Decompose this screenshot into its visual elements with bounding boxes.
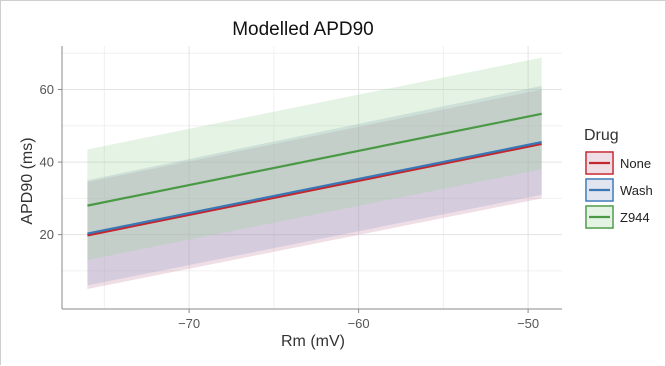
legend: Drug None Wash Z944 bbox=[584, 127, 653, 229]
y-tick-label: 40 bbox=[40, 155, 54, 170]
series-line-wash bbox=[87, 141, 542, 235]
x-axis-title: Rm (mV) bbox=[281, 333, 345, 350]
series-lines bbox=[87, 112, 542, 237]
legend-item-wash: Wash bbox=[585, 178, 653, 202]
series-line-z944 bbox=[87, 112, 542, 207]
legend-label: None bbox=[620, 156, 651, 171]
grid-major bbox=[62, 46, 562, 309]
chart-title: Modelled APD90 bbox=[232, 19, 374, 40]
confidence-ribbons bbox=[87, 57, 542, 290]
legend-item-none: None bbox=[585, 151, 651, 175]
x-tick-label: −70 bbox=[178, 316, 200, 331]
legend-label: Wash bbox=[620, 183, 653, 198]
series-line-none bbox=[87, 142, 542, 237]
x-tick-label: −50 bbox=[517, 316, 539, 331]
x-tick-label: −60 bbox=[348, 316, 370, 331]
y-axis-ticks: 20 40 60 bbox=[40, 82, 62, 242]
legend-item-z944: Z944 bbox=[585, 205, 650, 229]
legend-title: Drug bbox=[584, 127, 619, 144]
y-tick-label: 60 bbox=[40, 82, 54, 97]
y-tick-label: 20 bbox=[40, 227, 54, 242]
legend-items: None Wash Z944 bbox=[585, 151, 653, 229]
y-axis-title: APD90 (ms) bbox=[19, 137, 36, 224]
legend-label: Z944 bbox=[620, 210, 650, 225]
x-axis-ticks: −70 −60 −50 bbox=[178, 309, 539, 331]
